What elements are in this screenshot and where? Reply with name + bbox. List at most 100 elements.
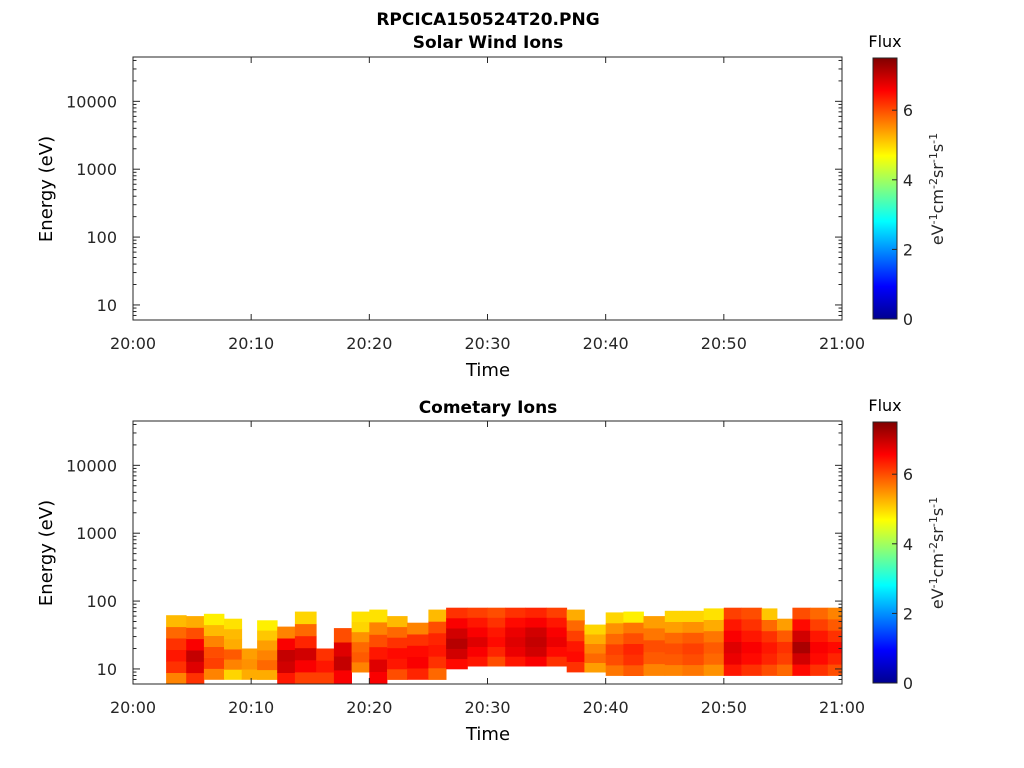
heat-cell [643,639,666,653]
heat-cell [241,648,258,660]
heat-cell [546,627,568,638]
heat-cell [664,621,683,633]
heat-cell [723,641,742,654]
heat-cell [369,659,388,672]
heat-cell [387,647,408,659]
heat-cell [387,637,408,649]
heat-cell [186,627,205,640]
heat-cell [827,630,843,642]
heat-cell [407,634,429,646]
heat-cell [703,619,725,632]
heat-cell [584,643,607,654]
heat-cell [241,669,258,680]
heat-cell [224,669,243,680]
heat-cell [723,652,742,665]
heat-cell [186,616,205,628]
heat-cell [369,622,388,635]
x-tick-label: 20:00 [110,698,156,717]
heat-cell [294,635,317,649]
heat-cell [351,651,370,663]
heat-cell [505,636,526,647]
heat-cell [203,635,225,647]
heat-cell [446,607,468,619]
heat-cell [467,617,488,628]
heat-cell [387,668,408,680]
x-tick-label: 20:50 [701,698,747,717]
solar-wind-colorbar-ramp [872,57,898,320]
heat-cell [467,607,488,618]
heat-cell [467,636,488,647]
heat-cell [566,630,585,642]
heat-cell [623,664,644,676]
heat-cell [351,611,370,623]
heat-cell [467,646,488,657]
heat-cell [407,668,429,680]
colorbar-tick-label: 2 [903,240,913,259]
heat-cell [505,617,526,628]
heat-cell [810,619,829,631]
heat-cell [525,646,547,657]
heat-cell [186,672,205,685]
heat-cell [703,630,725,643]
solar-wind-ticks: 20:00 20:10 20:20 20:30 20:40 20:50 21:00 10 100… [66,57,865,353]
heat-cell [525,627,547,638]
heat-cell [487,636,506,647]
colorbar-tick-label: 4 [903,535,913,554]
heat-cell [761,664,778,676]
heat-cell [546,607,568,618]
heat-cell [777,618,793,631]
heat-cell [643,663,666,676]
x-tick-label: 21:00 [819,334,865,353]
heat-cell [810,607,829,620]
heat-cell [257,649,278,661]
heat-cell [584,624,607,635]
heat-cell [487,656,506,667]
cometary-ions-title: Cometary Ions [419,398,558,418]
heat-cell [428,609,447,622]
heat-cell [810,664,829,676]
heat-cell [723,630,742,642]
heat-cell [664,653,683,666]
heat-cell [257,669,278,680]
heat-cell [643,628,666,641]
heat-cell [664,610,683,622]
heat-cell [166,661,187,673]
heat-cell [761,653,778,665]
y-tick-label: 100 [86,228,117,247]
heat-cell [566,620,585,631]
heat-cell [224,659,243,670]
heat-cell [777,664,793,676]
heat-cell [333,628,352,643]
heat-cell [664,632,683,644]
cometary-ions-panel: Cometary Ions 20:00 20:10 20:20 20:30 20:40 2… [36,396,947,745]
heat-cell [387,616,408,628]
y-tick-label: 1000 [76,524,117,543]
heat-cell [333,670,352,685]
heat-cell [428,632,447,645]
heat-cell [792,619,811,631]
heat-cell [166,615,187,628]
heat-cell [723,664,742,676]
x-tick-label: 20:10 [228,698,274,717]
heat-cell [584,634,607,644]
solar-wind-colorbar-label: eV-1cm-2sr-1s-1 [927,133,947,245]
heat-cell [827,664,843,676]
heat-cell [316,672,335,685]
heat-cell [203,624,225,636]
heat-cell [584,653,607,663]
heat-cell [525,617,547,628]
heat-cell [487,607,506,618]
heat-cell [316,648,335,661]
y-tick-label: 10000 [66,456,117,475]
heat-cell [723,619,742,631]
solar-wind-axes-box [132,56,843,321]
heat-cell [333,656,352,671]
heat-cell [741,641,763,654]
heat-cell [277,626,296,639]
x-tick-label: 20:40 [583,698,629,717]
cometary-ions-ticks: 20:00 20:10 20:20 20:30 20:40 20:50 21:00 10 100… [66,421,865,717]
colorbar-tick-label: 6 [903,465,913,484]
heat-cell [487,617,506,628]
heat-cell [277,661,296,673]
